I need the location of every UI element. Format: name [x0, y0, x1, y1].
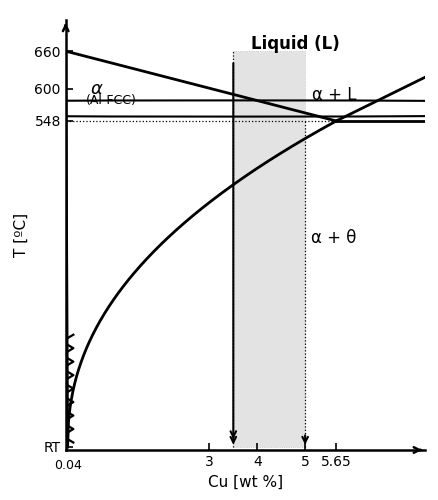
- Text: Liquid (L): Liquid (L): [251, 34, 340, 52]
- Y-axis label: T [ºC]: T [ºC]: [14, 213, 29, 257]
- Text: (Al-FCC): (Al-FCC): [86, 94, 137, 107]
- X-axis label: Cu [wt %]: Cu [wt %]: [208, 474, 283, 490]
- Bar: [233, 51, 305, 447]
- Text: α + θ: α + θ: [311, 229, 357, 247]
- Text: α + L: α + L: [311, 86, 356, 104]
- Text: α: α: [91, 80, 103, 98]
- Text: 0.04: 0.04: [54, 458, 81, 471]
